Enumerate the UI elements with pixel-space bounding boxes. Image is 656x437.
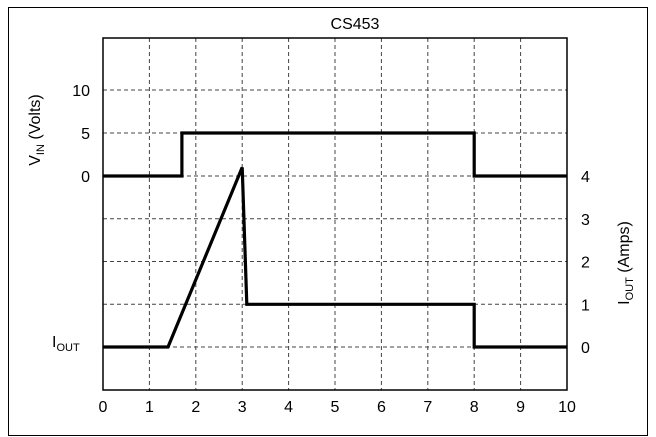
y-left-tick-label: 10 xyxy=(72,83,90,100)
y-left-tick-label: 5 xyxy=(81,126,90,143)
y-right-tick-label: 4 xyxy=(581,169,590,186)
y-axis-left-label-main: V xyxy=(27,155,44,166)
iout-annotation: IOUT xyxy=(52,334,80,354)
x-tick-label: 8 xyxy=(470,399,479,416)
x-tick-label: 6 xyxy=(377,399,386,416)
y-axis-right-label: IOUT (Amps) xyxy=(616,221,636,305)
y-left-tick-label: 0 xyxy=(81,169,90,186)
y-axis-left-label: VIN (Volts) xyxy=(27,94,47,165)
y-right-tick-label: 2 xyxy=(581,255,590,272)
vin-series-line xyxy=(103,131,567,178)
y-axis-right-label-tail: (Amps) xyxy=(616,221,633,277)
iout-annotation-main: I xyxy=(52,334,56,351)
y-right-tick-label: 0 xyxy=(581,340,590,357)
plot-area xyxy=(102,37,568,391)
y-axis-left-label-tail: (Volts) xyxy=(27,94,44,144)
y-axis-right-label-main: I xyxy=(616,300,633,304)
iout-series-line xyxy=(103,166,567,349)
x-tick-label: 2 xyxy=(191,399,200,416)
x-tick-label: 9 xyxy=(516,399,525,416)
x-tick-label: 1 xyxy=(145,399,154,416)
x-tick-label: 7 xyxy=(423,399,432,416)
y-axis-left-label-sub: IN xyxy=(35,144,47,155)
y-right-tick-label: 3 xyxy=(581,212,590,229)
y-right-tick-label: 1 xyxy=(581,297,590,314)
x-tick-label: 3 xyxy=(238,399,247,416)
x-tick-label: 10 xyxy=(558,399,576,416)
x-tick-label: 5 xyxy=(331,399,340,416)
chart-frame: CS453 0 1 2 3 4 5 6 7 8 9 10 10 5 0 4 3 2 1 0 VIN (Volts) … xyxy=(8,7,648,436)
y-axis-right-label-sub: OUT xyxy=(624,277,636,301)
x-tick-label: 0 xyxy=(99,399,108,416)
series-group xyxy=(103,131,567,349)
chart-title: CS453 xyxy=(331,16,380,33)
x-tick-label: 4 xyxy=(284,399,293,416)
iout-annotation-sub: OUT xyxy=(56,342,80,354)
